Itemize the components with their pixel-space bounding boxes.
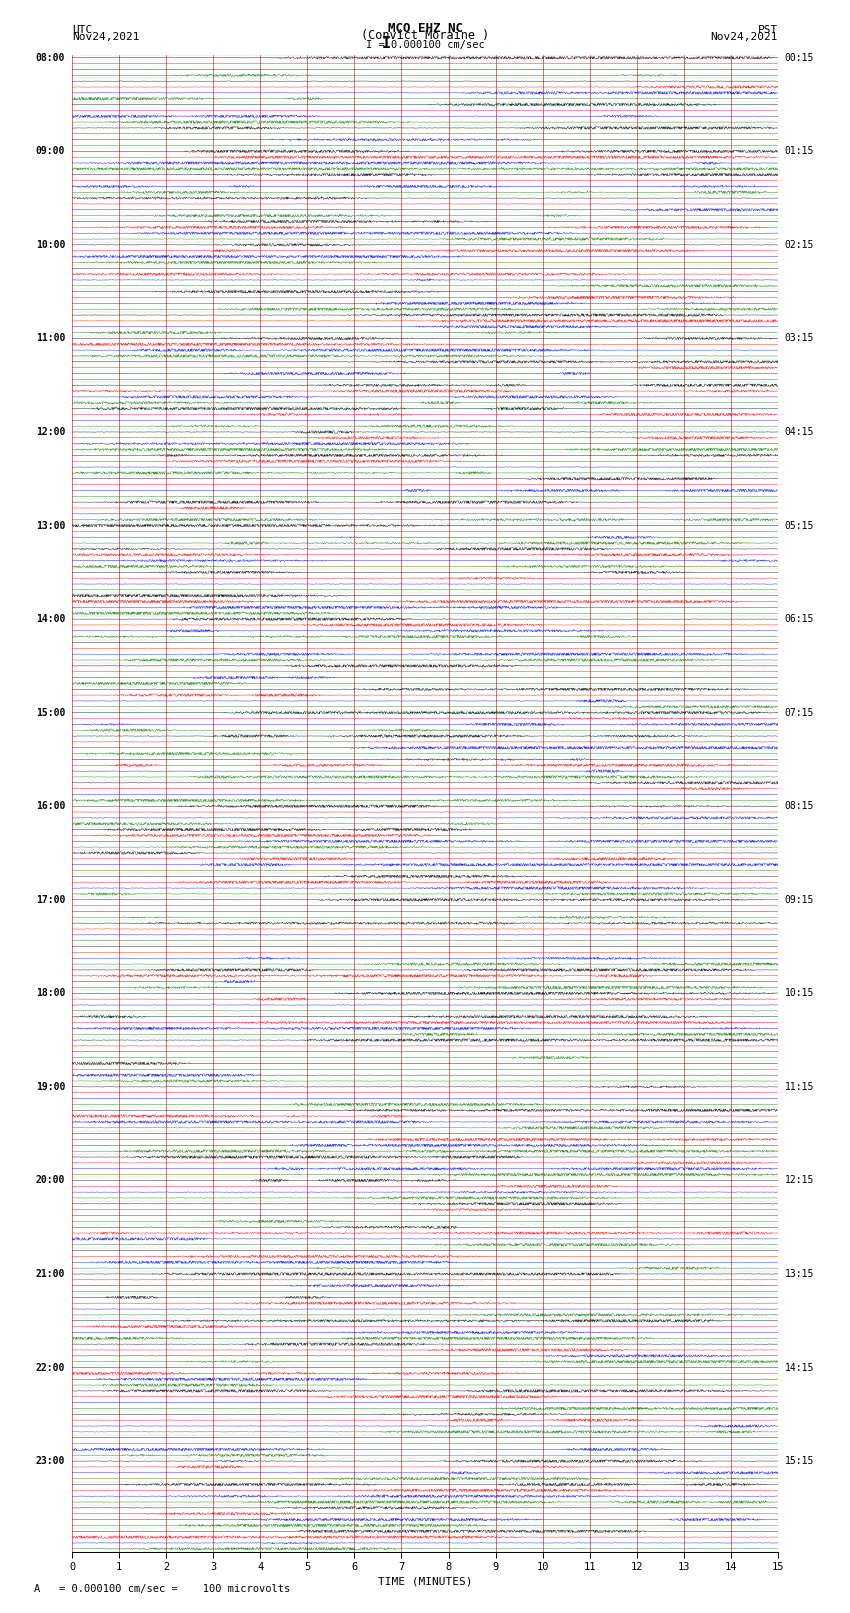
Text: 00:15: 00:15: [785, 53, 814, 63]
Text: 13:15: 13:15: [785, 1269, 814, 1279]
Text: PST: PST: [757, 24, 778, 35]
Text: 16:00: 16:00: [36, 802, 65, 811]
Text: 01:15: 01:15: [785, 147, 814, 156]
Text: 04:15: 04:15: [785, 427, 814, 437]
Text: 08:00: 08:00: [36, 53, 65, 63]
X-axis label: TIME (MINUTES): TIME (MINUTES): [377, 1576, 473, 1586]
Text: 10:00: 10:00: [36, 240, 65, 250]
Text: 17:00: 17:00: [36, 895, 65, 905]
Text: 09:00: 09:00: [36, 147, 65, 156]
Text: 06:15: 06:15: [785, 615, 814, 624]
Text: 11:00: 11:00: [36, 334, 65, 344]
Text: 21:00: 21:00: [36, 1269, 65, 1279]
Text: 15:00: 15:00: [36, 708, 65, 718]
Text: Nov24,2021: Nov24,2021: [72, 32, 139, 42]
Text: I = 0.000100 cm/sec: I = 0.000100 cm/sec: [366, 40, 484, 50]
Text: Nov24,2021: Nov24,2021: [711, 32, 778, 42]
Text: 18:00: 18:00: [36, 989, 65, 998]
Text: 03:15: 03:15: [785, 334, 814, 344]
Text: 11:15: 11:15: [785, 1082, 814, 1092]
Text: 20:00: 20:00: [36, 1176, 65, 1186]
Text: I: I: [382, 35, 391, 50]
Text: 08:15: 08:15: [785, 802, 814, 811]
Text: 15:15: 15:15: [785, 1457, 814, 1466]
Text: 07:15: 07:15: [785, 708, 814, 718]
Text: 02:15: 02:15: [785, 240, 814, 250]
Text: MCO EHZ NC: MCO EHZ NC: [388, 21, 462, 35]
Text: 12:00: 12:00: [36, 427, 65, 437]
Text: 12:15: 12:15: [785, 1176, 814, 1186]
Text: 22:00: 22:00: [36, 1363, 65, 1373]
Text: UTC: UTC: [72, 24, 93, 35]
Text: 13:00: 13:00: [36, 521, 65, 531]
Text: 19:00: 19:00: [36, 1082, 65, 1092]
Text: 05:15: 05:15: [785, 521, 814, 531]
Text: A   = 0.000100 cm/sec =    100 microvolts: A = 0.000100 cm/sec = 100 microvolts: [34, 1584, 290, 1594]
Text: 10:15: 10:15: [785, 989, 814, 998]
Text: 23:00: 23:00: [36, 1457, 65, 1466]
Text: 09:15: 09:15: [785, 895, 814, 905]
Text: 14:00: 14:00: [36, 615, 65, 624]
Text: (Convict Moraine ): (Convict Moraine ): [361, 29, 489, 42]
Text: 14:15: 14:15: [785, 1363, 814, 1373]
